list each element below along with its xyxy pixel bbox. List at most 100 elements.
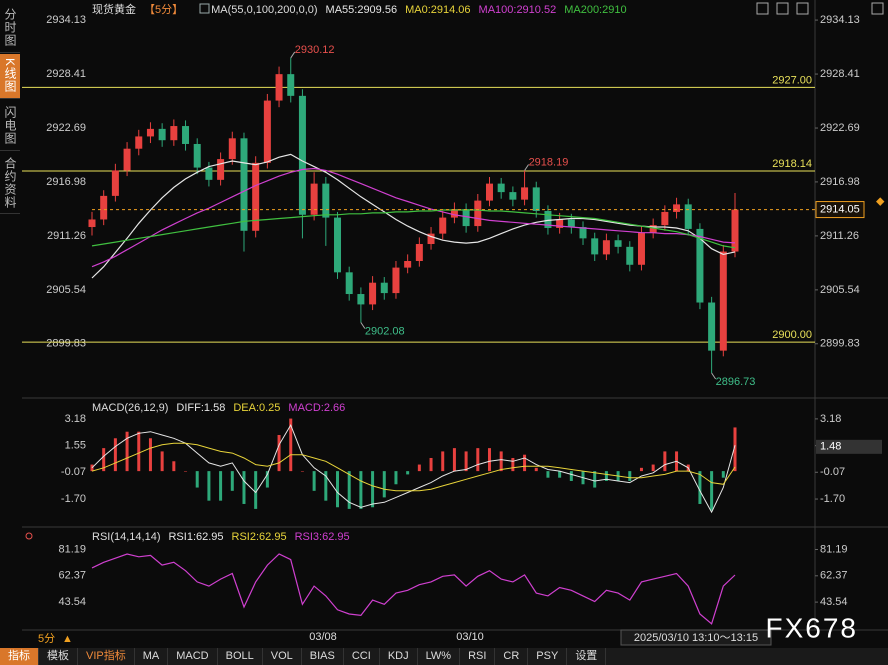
macd-bar	[569, 471, 573, 481]
candle-body	[637, 232, 645, 265]
macd-bar	[417, 464, 421, 472]
macd-bar	[324, 471, 328, 501]
extreme-tick	[524, 164, 529, 171]
low-label: 2902.08	[365, 325, 405, 337]
candle-body	[170, 126, 178, 141]
series-line	[91, 423, 736, 514]
toolbar-item[interactable]: BIAS	[302, 648, 344, 665]
candle-body	[602, 240, 610, 255]
y-tick-label: 2928.41	[820, 68, 860, 80]
y-tick-label: -1.70	[820, 493, 845, 505]
toolbar-item[interactable]: BOLL	[218, 648, 263, 665]
series-line	[91, 209, 736, 249]
candle-body	[100, 195, 108, 220]
macd-bar	[230, 471, 234, 491]
macd-bar	[663, 451, 667, 472]
macd-bar	[441, 451, 445, 472]
chart-icon[interactable]	[199, 3, 210, 14]
icon[interactable]	[796, 2, 809, 15]
period-arrow[interactable]: ▲	[62, 633, 73, 645]
side-tab[interactable]: K线图	[0, 54, 20, 99]
candle-body	[182, 126, 190, 144]
candle-body	[696, 228, 704, 303]
macd-bar	[499, 451, 503, 472]
toolbar-item[interactable]: PSY	[528, 648, 568, 665]
toolbar-item[interactable]: KDJ	[380, 648, 418, 665]
last-price-icon: ◆	[876, 195, 885, 207]
candle-body	[252, 162, 260, 231]
candle-body	[275, 74, 283, 101]
candle-body	[497, 183, 505, 193]
last-price-label: 2914.05	[820, 203, 860, 215]
toolbar-item[interactable]: VIP指标	[78, 648, 135, 665]
candle-body	[205, 167, 213, 180]
candle-body	[158, 128, 166, 141]
macd-bar	[511, 457, 515, 472]
legend-entry: RSI3:62.95	[295, 531, 350, 543]
period[interactable]: 5分	[38, 632, 55, 645]
macd-bar	[312, 471, 316, 491]
macd-bar	[593, 471, 597, 488]
toolbar-item[interactable]: MACD	[168, 648, 218, 665]
toolbar-item[interactable]: MA	[135, 648, 169, 665]
macd-bar	[698, 471, 702, 504]
macd-bar	[371, 471, 375, 508]
toolbar-item[interactable]: 模板	[39, 648, 78, 665]
macd-bar	[452, 448, 456, 472]
chart-title: 现货黄金	[92, 2, 136, 16]
y-tick-label: -0.07	[820, 466, 845, 478]
toolbar-item[interactable]: CR	[495, 648, 529, 665]
toolbar-item[interactable]: LW%	[418, 648, 461, 665]
toolbar-item[interactable]: CCI	[344, 648, 380, 665]
macd-bar	[113, 438, 117, 472]
candle-body	[404, 260, 412, 268]
legend-entry: DEA:0.25	[233, 402, 280, 414]
side-tab[interactable]: 合约资料	[0, 153, 20, 214]
macd-bar	[721, 471, 725, 478]
watermark: FX678	[766, 612, 859, 643]
macd-bar	[289, 418, 293, 472]
macd-bar	[148, 438, 152, 472]
candle-body	[614, 240, 622, 247]
candle-body	[544, 210, 552, 228]
series-line	[91, 153, 736, 279]
candle-body	[556, 219, 564, 228]
candle-body	[380, 282, 388, 294]
high-label: 2918.19	[529, 156, 569, 168]
period-label: 【5分】	[144, 3, 183, 16]
macd-marker: 1.48	[820, 441, 841, 453]
side-tab[interactable]: 分时图	[0, 2, 20, 53]
chart: 5分 ▲ 03/08 03/10 2025/03/10 13:10～13:15 …	[22, 0, 888, 646]
candle-body	[310, 183, 318, 215]
y-tick-label-left: 1.55	[65, 440, 86, 452]
icon[interactable]	[756, 2, 769, 15]
macd-bar	[534, 467, 538, 472]
icon[interactable]	[871, 2, 884, 15]
candle-body	[579, 227, 587, 239]
candle-body	[146, 128, 154, 137]
legend-entry: MACD:2.66	[288, 402, 345, 414]
toolbar-item[interactable]: RSI	[460, 648, 496, 665]
date-label: 03/10	[456, 631, 484, 643]
extreme-tick	[711, 372, 717, 380]
candle-body	[474, 200, 482, 227]
candle-body	[521, 187, 529, 200]
macd-bar	[242, 471, 246, 504]
side-tab[interactable]: 闪电图	[0, 100, 20, 151]
legend-entry: RSI1:62.95	[168, 531, 223, 543]
time-box	[620, 629, 772, 646]
y-tick-label-left: 2911.26	[47, 230, 86, 242]
macd-bar	[523, 454, 527, 472]
candle-body	[228, 138, 236, 160]
indicator-icon[interactable]	[25, 532, 33, 540]
candle-body	[450, 209, 458, 218]
extreme-tick	[360, 322, 366, 329]
macd-bar	[546, 471, 550, 478]
icon[interactable]	[776, 2, 789, 15]
toolbar-item[interactable]: 设置	[567, 648, 607, 665]
macd-bar	[429, 457, 433, 472]
candle-body	[88, 219, 96, 228]
y-tick-label-left: 3.18	[65, 413, 86, 425]
toolbar-item[interactable]: 指标	[0, 648, 39, 665]
toolbar-item[interactable]: VOL	[263, 648, 302, 665]
